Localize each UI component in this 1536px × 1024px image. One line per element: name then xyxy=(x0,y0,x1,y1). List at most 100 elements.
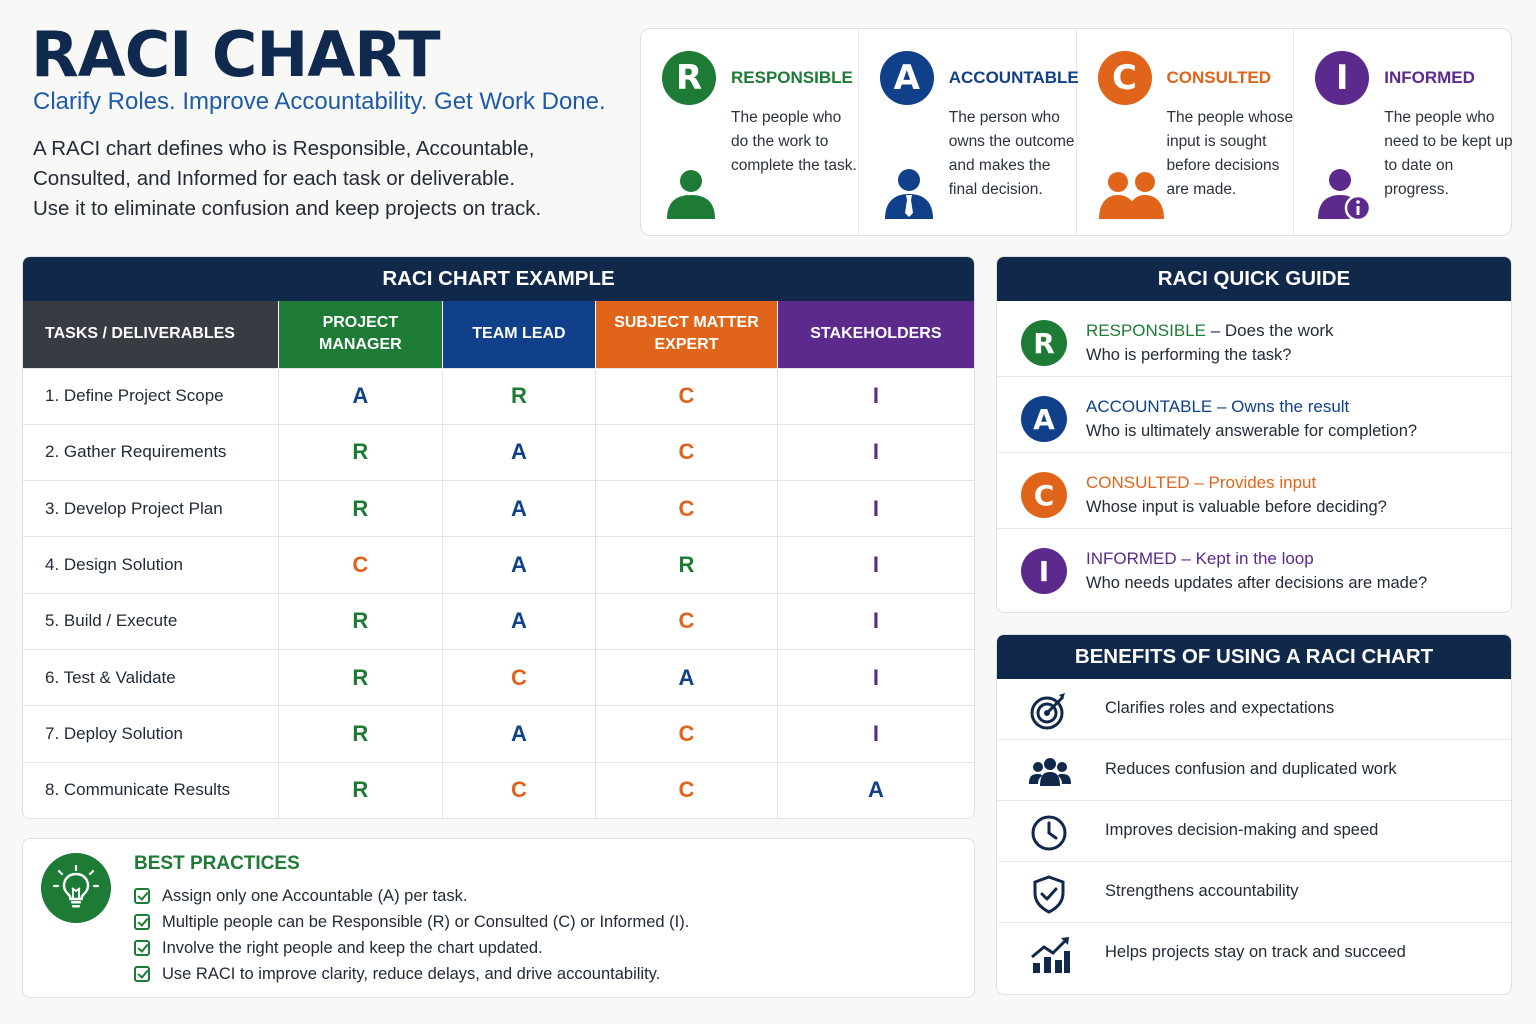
guide-row-consulted: C CONSULTED – Provides input Whose input… xyxy=(997,453,1511,529)
role-description: The person who owns the outcome and make… xyxy=(948,109,1075,198)
shield-check-icon xyxy=(1033,875,1065,914)
raci-cell-sme: C xyxy=(595,367,778,425)
guide-question: Who is ultimately answerable for complet… xyxy=(1086,422,1418,440)
guide-question: Who needs updates after decisions are ma… xyxy=(1086,574,1428,592)
raci-cell-sme: C xyxy=(595,705,778,763)
guide-row-accountable: A ACCOUNTABLE – Owns the result Who is u… xyxy=(997,377,1511,453)
raci-cell-project-manager: C xyxy=(278,536,443,594)
intro-text: A RACI chart defines who is Responsible,… xyxy=(33,134,623,224)
matrix-header-row: TASKS / DELIVERABLES PROJECT MANAGER TEA… xyxy=(23,301,974,368)
raci-cell-sme: C xyxy=(595,480,778,537)
task-cell: 3. Develop Project Plan xyxy=(23,480,280,537)
raci-cell-team-lead: A xyxy=(442,592,597,650)
column-header-project-manager: PROJECT MANAGER xyxy=(278,301,443,368)
raci-cell-sme: C xyxy=(595,423,778,481)
raci-cell-team-lead: C xyxy=(442,648,597,706)
target-icon xyxy=(1030,693,1065,730)
benefit-text: Improves decision-making and speed xyxy=(1105,821,1379,839)
person-tie-icon xyxy=(884,169,933,219)
list-item: Assign only one Accountable (A) per task… xyxy=(134,883,689,909)
benefits-panel: BENEFITS OF USING A RACI CHART Clarifies… xyxy=(996,634,1512,995)
guide-tag: – Provides input xyxy=(1189,473,1317,492)
column-header-stakeholders: STAKEHOLDERS xyxy=(777,301,974,368)
guide-row-responsible: R RESPONSIBLE – Does the work Who is per… xyxy=(997,301,1511,377)
badge-r: R xyxy=(1021,320,1067,366)
raci-matrix-table: TASKS / DELIVERABLES PROJECT MANAGER TEA… xyxy=(23,301,974,818)
badge-i: I xyxy=(1021,548,1067,594)
role-description: The people who do the work to complete t… xyxy=(731,109,857,174)
task-cell: 4. Design Solution xyxy=(23,536,280,594)
raci-cell-stakeholders: I xyxy=(777,423,974,481)
raci-cell-stakeholders: I xyxy=(777,592,974,650)
raci-cell-project-manager: R xyxy=(278,592,443,650)
column-header-tasks: TASKS / DELIVERABLES xyxy=(23,301,280,368)
raci-cell-team-lead: A xyxy=(442,480,597,537)
intro-line: A RACI chart defines who is Responsible,… xyxy=(33,137,535,160)
guide-heading: INFORMED – Kept in the loop xyxy=(1086,549,1314,569)
lightbulb-icon xyxy=(41,853,111,923)
table-row: 3. Develop Project Plan R A C I xyxy=(23,480,974,537)
clock-icon xyxy=(1031,815,1067,851)
guide-term: ACCOUNTABLE xyxy=(1086,397,1213,416)
badge-c: C xyxy=(1097,51,1152,105)
guide-term: INFORMED xyxy=(1086,549,1177,568)
list-item: Multiple people can be Responsible (R) o… xyxy=(134,909,689,935)
role-card-informed: I INFORMED The people who need to be kep… xyxy=(1294,29,1513,235)
raci-cell-stakeholders: I xyxy=(777,536,974,594)
guide-heading: CONSULTED – Provides input xyxy=(1086,473,1316,493)
raci-cell-project-manager: A xyxy=(278,367,443,425)
badge-a: A xyxy=(879,51,934,105)
table-row: 6. Test & Validate R C A I xyxy=(23,648,974,706)
table-row: 4. Design Solution C A R I xyxy=(23,536,974,594)
guide-question: Who is performing the task? xyxy=(1086,346,1292,364)
raci-cell-stakeholders: I xyxy=(777,480,974,537)
best-practice-text: Multiple people can be Responsible (R) o… xyxy=(162,913,690,931)
list-item: Involve the right people and keep the ch… xyxy=(134,935,689,961)
badge-i: I xyxy=(1315,51,1370,105)
raci-cell-project-manager: R xyxy=(278,648,443,706)
best-practices-panel: BEST PRACTICES Assign only one Accountab… xyxy=(22,838,975,998)
badge-a: A xyxy=(1021,396,1067,442)
matrix-title: RACI CHART EXAMPLE xyxy=(23,257,974,301)
table-row: 2. Gather Requirements R A C I xyxy=(23,423,974,481)
intro-line: Use it to eliminate confusion and keep p… xyxy=(33,197,542,220)
roles-overview-panel: R RESPONSIBLE The people who do the work… xyxy=(640,28,1513,236)
raci-cell-sme: A xyxy=(595,648,778,706)
task-cell: 6. Test & Validate xyxy=(23,648,280,706)
benefit-item: Reduces confusion and duplicated work xyxy=(997,740,1511,801)
page-tagline: Clarify Roles. Improve Accountability. G… xyxy=(33,88,606,115)
raci-cell-project-manager: R xyxy=(278,761,443,818)
task-cell: 5. Build / Execute xyxy=(23,592,280,650)
raci-cell-stakeholders: I xyxy=(777,648,974,706)
role-description: The people whose input is sought before … xyxy=(1166,109,1294,198)
checkbox-icon xyxy=(134,914,150,930)
person-icon xyxy=(667,170,715,219)
raci-matrix-panel: RACI CHART EXAMPLE TASKS / DELIVERABLES … xyxy=(22,256,975,819)
benefit-item: Improves decision-making and speed xyxy=(997,801,1511,862)
guide-heading: RESPONSIBLE – Does the work xyxy=(1086,321,1334,341)
best-practice-text: Involve the right people and keep the ch… xyxy=(162,939,543,957)
guide-term: RESPONSIBLE xyxy=(1086,321,1206,340)
person-info-icon xyxy=(1318,169,1372,221)
best-practice-text: Assign only one Accountable (A) per task… xyxy=(162,887,468,905)
team-icon xyxy=(1029,758,1071,786)
table-row: 1. Define Project Scope A R C I xyxy=(23,367,974,425)
guide-term: CONSULTED xyxy=(1086,473,1190,492)
benefit-text: Clarifies roles and expectations xyxy=(1105,699,1335,717)
role-name: CONSULTED xyxy=(1166,68,1272,87)
benefits-title: BENEFITS OF USING A RACI CHART xyxy=(997,635,1511,679)
checkbox-icon xyxy=(134,940,150,956)
intro-line: Consulted, and Informed for each task or… xyxy=(33,167,516,190)
role-card-consulted: C CONSULTED The people whose input is so… xyxy=(1077,29,1295,235)
raci-cell-project-manager: R xyxy=(278,480,443,537)
best-practice-text: Use RACI to improve clarity, reduce dela… xyxy=(162,965,661,983)
benefit-text: Helps projects stay on track and succeed xyxy=(1105,943,1406,961)
badge-r: R xyxy=(662,51,716,105)
task-cell: 7. Deploy Solution xyxy=(23,705,280,763)
best-practices-title: BEST PRACTICES xyxy=(134,853,300,874)
benefit-text: Reduces confusion and duplicated work xyxy=(1105,760,1397,778)
list-item: Use RACI to improve clarity, reduce dela… xyxy=(134,961,689,987)
table-row: 5. Build / Execute R A C I xyxy=(23,592,974,650)
group-icon xyxy=(1098,172,1164,219)
page-title: RACI CHART xyxy=(31,18,440,91)
